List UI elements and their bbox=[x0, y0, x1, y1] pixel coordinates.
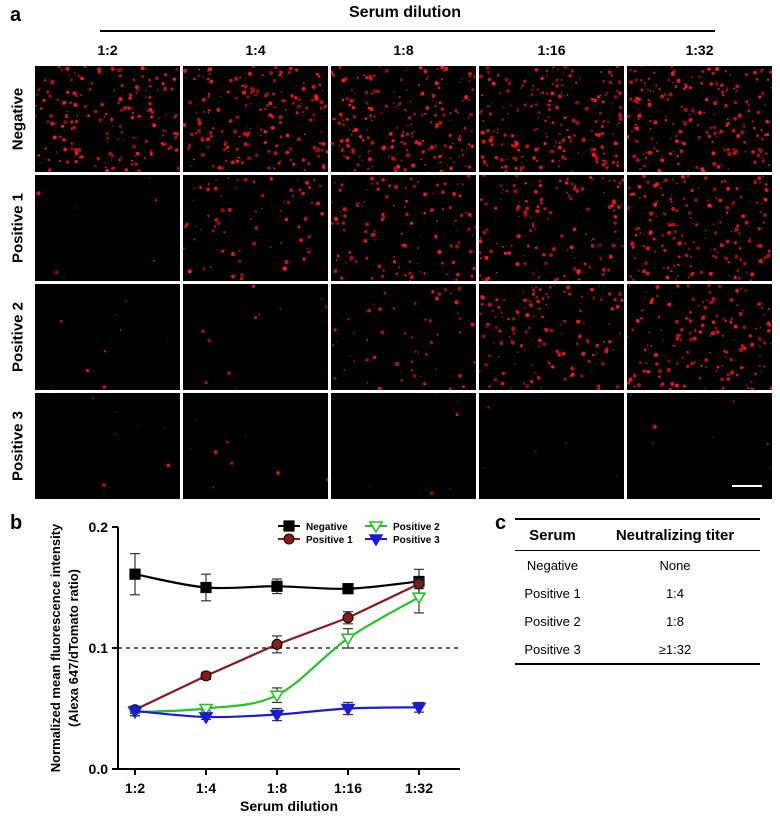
microscopy-tile bbox=[183, 175, 328, 281]
microscopy-tile bbox=[183, 66, 328, 172]
column-label: 1:16 bbox=[537, 42, 566, 58]
microscopy-tile bbox=[35, 66, 180, 172]
microscopy-tile bbox=[35, 393, 180, 499]
y-tick-label: 0.0 bbox=[89, 761, 109, 777]
row-label: Positive 3 bbox=[9, 410, 27, 482]
microscopy-tile bbox=[331, 284, 476, 390]
microscopy-tile bbox=[479, 175, 624, 281]
data-point bbox=[342, 612, 354, 624]
cell-titer: ≥1:32 bbox=[658, 641, 692, 657]
microscopy-tile bbox=[331, 66, 476, 172]
x-axis-label: Serum dilution bbox=[240, 798, 338, 814]
y-tick-label: 0.1 bbox=[89, 640, 109, 656]
panel-label-c: c bbox=[495, 512, 507, 534]
header-neutralizing-titer: Neutralizing titer bbox=[615, 526, 735, 544]
legend-marker bbox=[368, 534, 384, 547]
microscopy-tile bbox=[627, 175, 772, 281]
legend-label: Positive 2 bbox=[393, 522, 440, 533]
microscopy-tile bbox=[627, 66, 772, 172]
y-tick-label: 0.2 bbox=[89, 519, 109, 535]
data-point bbox=[342, 583, 354, 595]
microscopy-image-grid bbox=[35, 66, 775, 501]
data-point bbox=[269, 690, 285, 703]
x-tick-label: 1:4 bbox=[196, 780, 216, 796]
data-point bbox=[269, 709, 285, 723]
panel-label-b: b bbox=[10, 512, 23, 534]
data-point bbox=[129, 568, 141, 580]
legend-label: Negative bbox=[306, 522, 348, 533]
scale-bar bbox=[732, 485, 762, 487]
data-point bbox=[200, 670, 212, 682]
legend-label: Positive 3 bbox=[393, 535, 440, 546]
header-serum: Serum bbox=[529, 526, 576, 544]
microscopy-tile bbox=[35, 284, 180, 390]
legend-label: Positive 1 bbox=[306, 535, 353, 546]
table-header-rule bbox=[515, 550, 760, 551]
column-label: 1:8 bbox=[393, 42, 414, 58]
table-bottom-rule bbox=[515, 663, 760, 665]
y-axis-label-line2: (Alexa 647/dTomato ratio) bbox=[66, 569, 81, 727]
legend-marker bbox=[283, 533, 295, 545]
table-row: Positive 1 1:4 bbox=[515, 579, 760, 607]
column-label: 1:4 bbox=[245, 42, 266, 58]
serum-dilution-title: Serum dilution bbox=[349, 4, 461, 21]
x-tick-label: 1:2 bbox=[125, 780, 145, 796]
data-point bbox=[198, 703, 214, 717]
microscopy-tile bbox=[479, 393, 624, 499]
data-point bbox=[411, 702, 427, 715]
cell-serum: Positive 1 bbox=[524, 585, 581, 601]
data-point bbox=[340, 633, 356, 646]
microscopy-tile bbox=[35, 175, 180, 281]
microscopy-tile bbox=[627, 284, 772, 390]
row-label: Positive 1 bbox=[9, 192, 27, 264]
row-label: Positive 2 bbox=[9, 301, 27, 373]
title-underline bbox=[100, 30, 715, 32]
data-point bbox=[411, 592, 427, 605]
data-point bbox=[271, 638, 283, 650]
cell-titer: 1:4 bbox=[665, 585, 685, 601]
column-label: 1:2 bbox=[97, 42, 118, 58]
microscopy-tile bbox=[627, 393, 772, 499]
data-point bbox=[198, 712, 214, 725]
cell-titer: 1:8 bbox=[665, 613, 685, 629]
table-row: Positive 3 ≥1:32 bbox=[515, 635, 760, 663]
data-point bbox=[127, 706, 143, 719]
x-tick-label: 1:8 bbox=[267, 780, 287, 796]
microscopy-tile bbox=[183, 393, 328, 499]
cell-serum: Negative bbox=[526, 557, 579, 573]
titer-table: Serum Neutralizing titer Negative None Pos… bbox=[515, 518, 760, 665]
legend-marker bbox=[283, 520, 295, 532]
microscopy-tile bbox=[479, 284, 624, 390]
fluorescence-line-chart: 0.0 0.1 0.2 1:2 1:4 1:8 1:16 1:32 Serum dilution… bbox=[48, 519, 460, 814]
cell-titer: None bbox=[659, 557, 691, 573]
data-point bbox=[271, 580, 283, 592]
row-label: Negative bbox=[9, 87, 27, 151]
column-label: 1:32 bbox=[685, 42, 714, 58]
microscopy-tile bbox=[183, 284, 328, 390]
table-top-rule bbox=[515, 518, 760, 520]
table-row: Negative None bbox=[515, 551, 760, 579]
table-body: Negative None Positive 1 1:4 Positive 2 1:8 Po… bbox=[515, 551, 760, 663]
cell-serum: Positive 2 bbox=[524, 613, 581, 629]
y-axis-label: Normalized mean fluorescence intensity bbox=[48, 523, 63, 772]
table-row: Positive 2 1:8 bbox=[515, 607, 760, 635]
microscopy-tile bbox=[331, 393, 476, 499]
x-tick-label: 1:32 bbox=[405, 780, 433, 796]
data-point bbox=[200, 581, 212, 594]
data-point bbox=[340, 703, 356, 717]
cell-serum: Positive 3 bbox=[524, 641, 581, 657]
panel-label-a: a bbox=[10, 4, 22, 26]
table-header-row: Serum Neutralizing titer bbox=[515, 520, 760, 550]
microscopy-tile bbox=[331, 175, 476, 281]
microscopy-tile bbox=[479, 66, 624, 172]
x-tick-label: 1:16 bbox=[334, 780, 362, 796]
legend-marker bbox=[368, 521, 384, 534]
